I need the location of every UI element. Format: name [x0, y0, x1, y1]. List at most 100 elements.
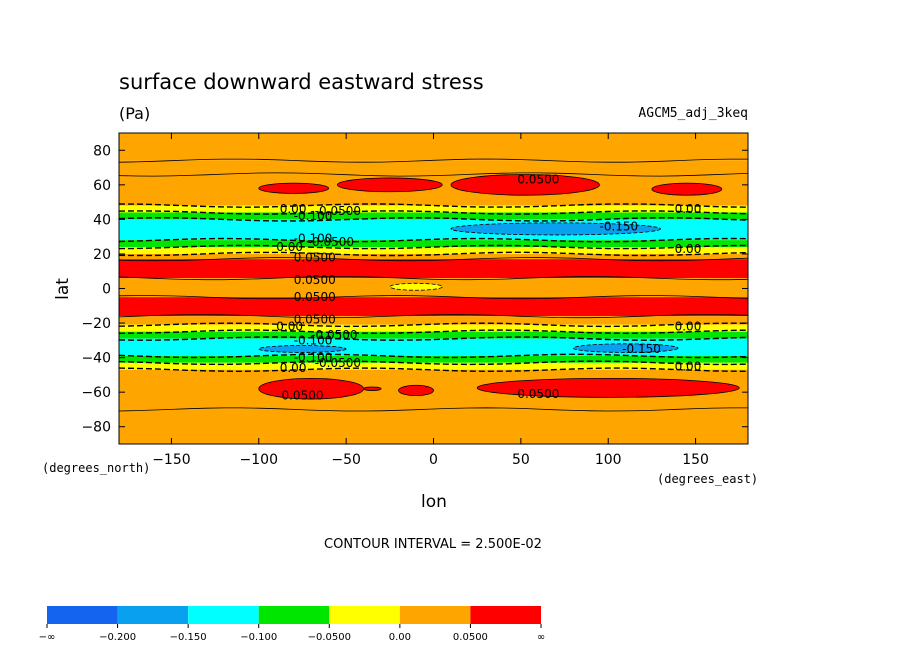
x-axis-label: lon	[421, 492, 447, 512]
y-tick-label-1: 60	[93, 178, 111, 194]
contour-line-5	[119, 237, 748, 243]
x-tick-label-3: 0	[429, 452, 438, 468]
y-tick-label-6: −40	[81, 351, 111, 367]
y-tick-label-7: −60	[81, 385, 111, 401]
zonal-band-14	[119, 331, 748, 339]
contour-label-19: -0.100	[294, 351, 333, 365]
anomaly-patch-3	[651, 182, 723, 196]
contour-line-2	[119, 203, 748, 208]
zonal-band-2	[119, 174, 748, 206]
zonal-band-13	[119, 324, 748, 332]
y-tick-label-3: 20	[93, 247, 111, 263]
anomaly-patch-1	[337, 177, 443, 193]
colorbar-label-1: −0.200	[99, 632, 136, 643]
contour-line-9	[119, 276, 748, 281]
colorbar-swatch-3	[258, 606, 330, 624]
y-tick-label-2: 40	[93, 212, 111, 228]
colorbar-swatch-1	[117, 606, 189, 624]
contour-label-1: 0.00	[280, 202, 307, 216]
contour-lines	[119, 158, 748, 412]
x-tick-label-1: −100	[240, 452, 278, 468]
chart-units: (Pa)	[119, 104, 150, 123]
colorbar: −∞ −0.200 −0.150 −0.100 −0.0500 0.00 0.0500 ∞	[39, 606, 545, 643]
contour-label-6: -0.100	[294, 231, 333, 245]
y-axis: 80 60 40 20 0 −20 −40 −60 −80	[81, 143, 748, 436]
contour-label-0: 0.0500	[517, 173, 559, 187]
contour-line-18	[119, 407, 748, 412]
contour-label-22: 0.00	[675, 359, 702, 373]
colorbar-swatch-2	[188, 606, 259, 624]
contour-line-11	[119, 314, 748, 319]
x-units-label: (degrees_east)	[657, 472, 758, 486]
colorbar-label-2: −0.150	[170, 632, 207, 643]
contour-label-18: -0.150	[622, 342, 661, 356]
contour-label-9: 0.0500	[294, 250, 336, 264]
stress-field	[119, 133, 748, 444]
x-axis: −150 −100 −50 0 50 100 150	[152, 133, 709, 468]
anomaly-patch-0	[258, 182, 330, 194]
contour-label-15: -0.0500	[311, 328, 357, 342]
anomaly-patch-6	[572, 343, 679, 353]
contour-line-3	[119, 210, 748, 215]
contour-line-0	[119, 158, 748, 163]
contour-label-14: 0.00	[276, 320, 303, 334]
colorbar-label-7: ∞	[537, 632, 545, 643]
y-tick-label-8: −80	[81, 420, 111, 436]
zonal-band-17	[119, 362, 748, 370]
contour-label-16: -0.100	[294, 333, 333, 347]
contour-label-23: 0.0500	[281, 389, 323, 403]
contour-line-16	[119, 360, 748, 366]
anomaly-patch-7	[389, 282, 443, 291]
contour-line-1	[119, 172, 748, 177]
anomaly-patch-4	[450, 222, 662, 236]
zonal-band-16	[119, 355, 748, 363]
contour-line-15	[119, 353, 748, 359]
anomaly-patch-9	[363, 386, 382, 391]
dataset-name: AGCM5_adj_3keq	[638, 106, 748, 121]
contour-line-12	[119, 322, 748, 328]
contour-label-24: 0.0500	[517, 387, 559, 401]
contour-interval: CONTOUR INTERVAL = 2.500E-02	[324, 537, 542, 552]
zonal-band-12	[119, 316, 748, 325]
contour-label-20: -0.0500	[315, 356, 361, 370]
zonal-band-4	[119, 212, 748, 220]
colorbar-swatch-6	[470, 606, 541, 624]
x-tick-label-6: 150	[682, 452, 709, 468]
contour-label-21: 0.00	[280, 361, 307, 375]
contour-label-12: 0.0500	[294, 290, 336, 304]
zonal-band-11	[119, 297, 748, 317]
contour-label-5: 0.00	[675, 202, 702, 216]
contour-line-7	[119, 251, 748, 257]
contour-label-17: 0.00	[675, 320, 702, 334]
contour-label-4: -0.150	[599, 219, 638, 233]
contour-label-3: -0.100	[294, 209, 333, 223]
contour-line-6	[119, 244, 748, 250]
y-tick-label-5: −20	[81, 316, 111, 332]
colorbar-label-6: 0.0500	[453, 632, 488, 643]
contour-line-13	[119, 329, 748, 335]
colorbar-label-3: −0.100	[240, 632, 277, 643]
contour-line-14	[119, 336, 748, 341]
colorbar-swatch-4	[329, 606, 400, 624]
zonal-band-7	[119, 247, 748, 254]
contour-label-11: 0.0500	[294, 273, 336, 287]
chart-title: surface downward eastward stress	[119, 70, 484, 94]
zonal-band-8	[119, 253, 748, 260]
contour-label-10: 0.00	[675, 242, 702, 256]
zonal-band-9	[119, 259, 748, 279]
x-tick-label-5: 100	[595, 452, 622, 468]
anomaly-patch-10	[398, 384, 434, 397]
colorbar-label-0: −∞	[39, 632, 56, 643]
x-tick-label-2: −50	[331, 452, 361, 468]
colorbar-label-5: 0.00	[389, 632, 411, 643]
contour-label-8: 0.00	[276, 240, 303, 254]
x-tick-label-0: −150	[152, 452, 190, 468]
anomaly-patch-5	[258, 345, 347, 353]
contour-line-10	[119, 295, 748, 300]
colorbar-swatch-0	[47, 606, 118, 624]
y-tick-label-0: 80	[93, 143, 111, 159]
contour-label-13: 0.0500	[294, 313, 336, 327]
colorbar-label-4: −0.0500	[308, 632, 351, 643]
